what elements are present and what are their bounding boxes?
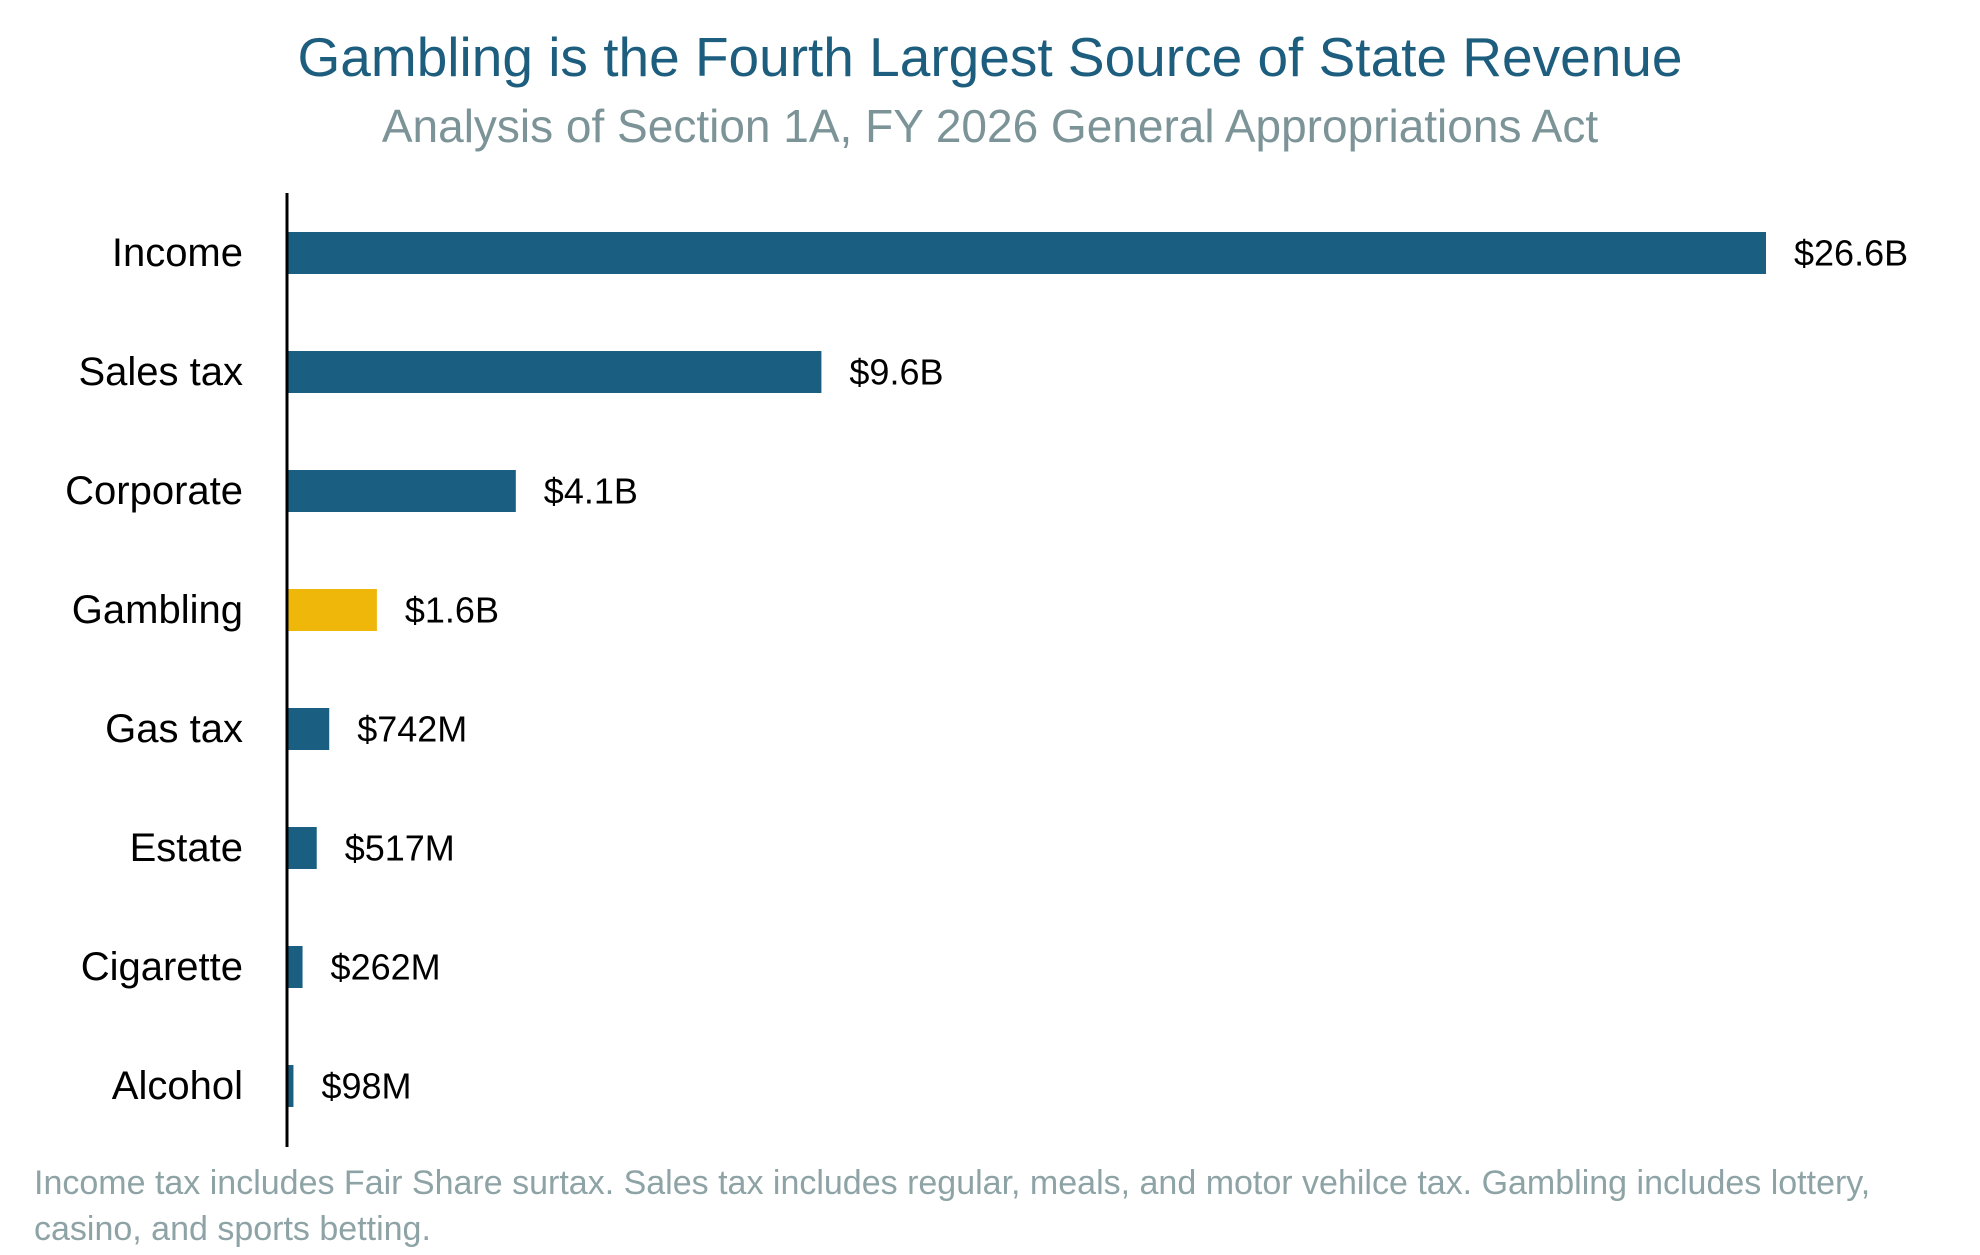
category-label-sales-tax: Sales tax [78,350,243,394]
category-label-cigarette: Cigarette [81,945,243,989]
bars-layer: Income $26.6B Sales tax $9.6B Corporate $4.1B… [65,231,1908,1108]
chart-title: Gambling is the Fourth Largest Source of… [297,26,1683,88]
data-label-corporate: $4.1B [544,471,638,512]
data-label-estate: $517M [345,828,455,869]
data-label-sales-tax: $9.6B [849,352,943,393]
category-label-estate: Estate [130,826,243,870]
bar-estate [288,827,317,869]
data-label-gas-tax: $742M [357,709,467,750]
bar-sales-tax [288,351,822,393]
data-label-gambling: $1.6B [405,590,499,631]
bar-corporate [288,470,516,512]
category-label-gas-tax: Gas tax [105,707,243,751]
category-label-income: Income [112,231,243,275]
footnote: Income tax includes Fair Share surtax. S… [34,1164,1871,1248]
bar-income [288,232,1766,274]
bar-gas-tax [288,708,330,750]
bar-alcohol [288,1065,294,1107]
chart-subtitle: Analysis of Section 1A, FY 2026 General … [381,100,1599,152]
bar-gambling [288,589,377,631]
bar-cigarette [288,946,303,988]
category-label-gambling: Gambling [72,588,243,632]
category-label-alcohol: Alcohol [112,1064,243,1108]
data-label-income: $26.6B [1794,233,1908,274]
data-label-cigarette: $262M [331,947,441,988]
category-label-corporate: Corporate [65,469,243,513]
data-label-alcohol: $98M [321,1066,411,1107]
